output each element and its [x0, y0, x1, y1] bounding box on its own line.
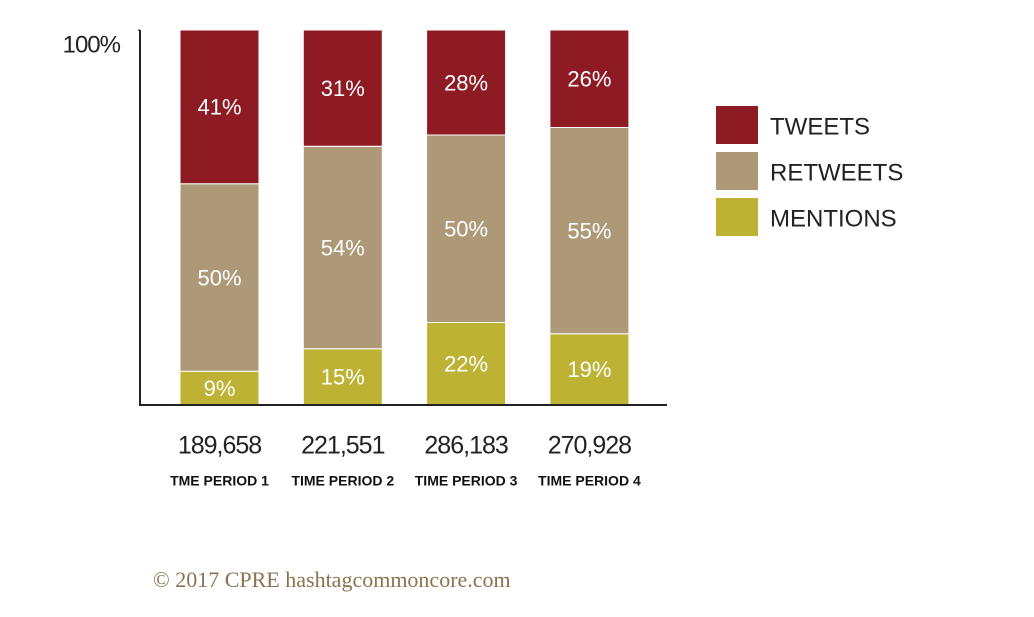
- value-label: 15%: [321, 365, 365, 390]
- credit: © 2017 CPRE hashtagcommoncore.com: [153, 567, 511, 592]
- legend-label: MENTIONS: [770, 205, 897, 232]
- value-label: 19%: [567, 357, 611, 382]
- value-label: 50%: [444, 217, 488, 242]
- legend-swatch: [716, 198, 758, 236]
- value-label: 50%: [197, 265, 241, 290]
- legend-swatch: [716, 106, 758, 144]
- category-total: 221,551: [301, 432, 384, 460]
- value-label: 26%: [567, 67, 611, 92]
- x-tick-label: TIME PERIOD 4: [538, 473, 641, 489]
- bar-segment: [426, 134, 507, 323]
- bar-segment: [549, 333, 630, 406]
- bar-segment: [179, 183, 260, 372]
- bar-segment: [549, 29, 630, 128]
- bar-segment: [549, 127, 630, 335]
- value-label: 9%: [204, 376, 236, 401]
- category-total: 270,928: [548, 432, 631, 460]
- bar-segment: [179, 29, 260, 185]
- value-label: 28%: [444, 70, 488, 95]
- value-label: 54%: [321, 235, 365, 260]
- x-tick-label: TIME PERIOD 2: [291, 473, 394, 489]
- legend-swatch: [716, 152, 758, 190]
- bar-segment: [302, 29, 383, 147]
- x-tick-label: TME PERIOD 1: [170, 473, 269, 489]
- bar-segment: [302, 348, 383, 406]
- bar-segment: [426, 29, 507, 136]
- bar-segment: [426, 322, 507, 406]
- value-label: 41%: [197, 95, 241, 120]
- y-tick-label: 100%: [63, 31, 121, 58]
- value-label: 55%: [567, 218, 611, 243]
- x-tick-label: TIME PERIOD 3: [415, 473, 518, 489]
- category-total: 286,183: [424, 432, 507, 460]
- legend-label: RETWEETS: [770, 159, 903, 186]
- legend-label: TWEETS: [770, 113, 870, 140]
- bar-segment: [302, 145, 383, 350]
- value-label: 31%: [321, 76, 365, 101]
- category-total: 189,658: [178, 432, 261, 460]
- value-label: 22%: [444, 352, 488, 377]
